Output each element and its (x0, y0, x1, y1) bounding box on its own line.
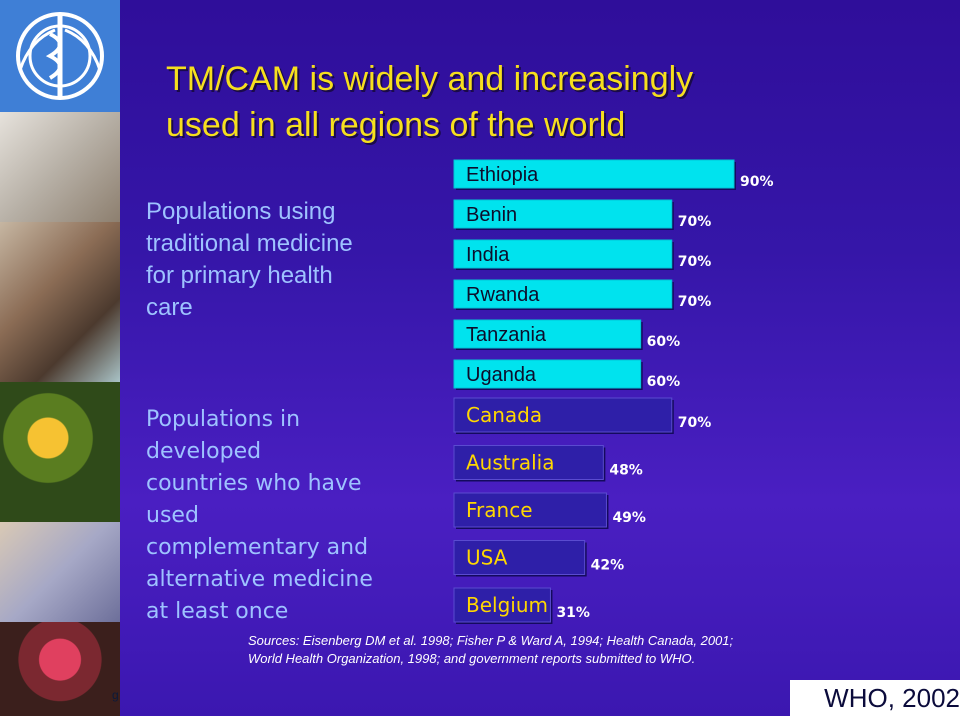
bar-value-uganda: 60% (647, 374, 681, 390)
bar-label-uganda: Uganda (466, 364, 537, 386)
bar-label-france: France (466, 498, 533, 522)
bar-usa (453, 540, 586, 575)
bar-label-rwanda: Rwanda (466, 284, 540, 306)
bar-label-india: India (466, 244, 510, 266)
bar-uganda (453, 359, 642, 389)
bar-canada (453, 397, 673, 433)
bar-value-tanzania: 60% (647, 334, 681, 350)
photo-flowers (0, 382, 120, 522)
photo-healers (0, 222, 120, 382)
bar-australia (453, 445, 604, 480)
footer-brand: WHO, 2002 (790, 680, 960, 716)
footer-left-char: g (112, 688, 119, 702)
bar-value-rwanda: 70% (678, 294, 712, 310)
sources-note: Sources: Eisenberg DM et al. 1998; Fishe… (248, 633, 734, 666)
bar-value-benin: 70% (678, 214, 712, 230)
photo-strategy-book (0, 112, 120, 222)
bar-india (453, 239, 673, 269)
bar-value-france: 49% (612, 510, 646, 526)
bar-value-australia: 48% (609, 463, 643, 479)
bar-rwanda (453, 279, 673, 309)
photo-child-massage (0, 522, 120, 622)
bar-belgium (453, 587, 551, 623)
slide-title: TM/CAM is widely and increasingly used i… (166, 60, 694, 144)
who-emblem-icon (16, 12, 104, 100)
bar-label-canada: Canada (466, 403, 542, 427)
bar-label-usa: USA (466, 546, 508, 570)
bar-value-canada: 70% (678, 415, 712, 431)
bar-value-india: 70% (678, 254, 712, 270)
who-logo (0, 0, 120, 112)
photo-echinacea (0, 622, 120, 716)
photo-strip (0, 0, 120, 716)
bar-france (453, 492, 607, 528)
bar-label-tanzania: Tanzania (466, 324, 547, 346)
bar-label-australia: Australia (466, 451, 554, 475)
bar-tanzania (453, 319, 642, 349)
bar-value-usa: 42% (591, 558, 625, 574)
bar-benin (453, 199, 673, 229)
bar-label-belgium: Belgium (466, 593, 548, 617)
label-traditional-medicine: Populations using traditional medicine f… (146, 198, 353, 321)
bar-label-benin: Benin (466, 204, 517, 226)
bar-value-ethiopia: 90% (740, 174, 774, 190)
bar-ethiopia (453, 159, 735, 189)
bar-label-ethiopia: Ethiopia (466, 164, 539, 186)
bar-value-belgium: 31% (556, 605, 590, 621)
label-cam: Populations in developed countries who h… (146, 407, 373, 624)
